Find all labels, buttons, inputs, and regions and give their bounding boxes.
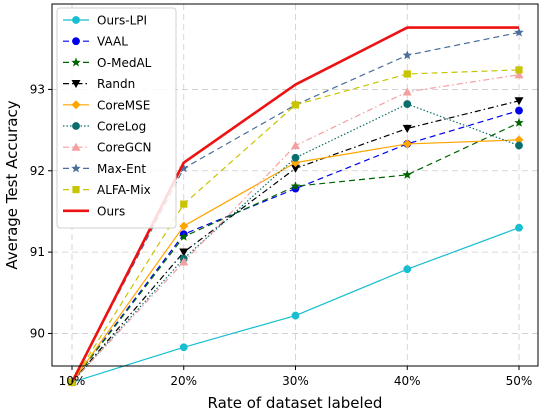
data-point-marker [71,142,81,151]
x-tick-label: 50% [506,374,533,388]
legend-label: Randn [97,77,135,91]
data-point-marker [72,16,80,24]
legend-label: VAAL [97,35,128,49]
data-point-marker [515,106,523,115]
legend-entry: Max-Ent [63,162,146,176]
legend-entry: ALFA-Mix [63,183,151,197]
series-ours [70,26,519,383]
data-point-marker [179,248,189,257]
data-point-marker [515,141,523,150]
legend: Ours-LPI VAAL O-MedAL Randn CoreMSE CoreLog Co… [56,7,177,229]
data-point-marker [72,122,80,130]
legend-label: Ours-LPI [97,14,147,28]
data-point-marker [178,231,189,241]
data-point-marker [514,135,524,145]
data-point-marker [514,117,524,127]
series-randn [67,97,524,387]
data-point-marker [71,100,81,110]
tick-layer: 10% 20% 30% 40% 50% 90 91 92 93 [30,82,533,388]
data-point-marker [290,181,301,191]
series-line [71,31,520,383]
series-line [71,103,520,383]
legend-label: Max-Ent [97,162,146,176]
data-point-marker [71,80,81,89]
data-point-marker [72,186,80,194]
legend-entry: CoreGCN [63,141,151,155]
series-line [71,69,520,383]
data-point-marker [403,70,411,78]
data-point-marker [514,97,524,106]
legend-entry: Ours-LPI [63,14,147,28]
y-tick-label: 93 [30,82,45,96]
legend-label: CoreLog [97,120,146,134]
data-point-marker [402,124,412,133]
data-point-marker [291,101,300,109]
legend-entry: CoreMSE [63,98,150,112]
series-line [70,26,519,383]
data-point-marker [291,141,300,150]
data-point-marker [514,27,524,37]
legend-entry: Randn [63,77,135,91]
data-point-marker [515,223,523,232]
data-point-marker [402,169,413,179]
data-point-marker [71,57,81,67]
data-point-marker [402,139,412,149]
legend-entry: CoreLog [63,120,146,134]
data-point-marker [291,164,300,173]
x-axis-title: Rate of dataset labeled [208,394,383,412]
data-point-marker [402,50,413,60]
legend-label: CoreMSE [97,98,150,112]
data-point-marker [402,87,412,96]
data-point-marker [179,221,189,231]
x-tick-label: 40% [394,374,421,388]
x-tick-label: 30% [282,374,309,388]
data-point-marker [180,200,188,208]
data-point-marker [291,153,300,162]
data-point-marker [71,163,81,173]
legend-label: CoreGCN [97,141,151,155]
series-line [71,109,520,383]
data-point-marker [403,265,412,274]
x-tick-label: 10% [59,374,86,388]
legend-entry: VAAL [63,35,128,49]
legend-label: O-MedAL [97,56,152,70]
legend-entry: Ours [63,204,125,218]
data-point-marker [179,343,188,352]
y-tick-label: 91 [30,245,45,259]
data-point-marker [178,163,189,173]
data-point-marker [403,100,412,108]
x-tick-label: 20% [170,374,197,388]
legend-entry: O-MedAL [63,56,152,70]
series-layer [67,26,524,387]
y-axis-title: Average Test Accuracy [3,100,21,269]
data-point-marker [514,70,524,79]
legend-label: Ours [97,204,125,218]
data-point-marker [291,311,300,320]
grid-layer [52,4,538,366]
y-tick-label: 90 [30,326,45,340]
data-point-marker [72,37,80,46]
data-point-marker [179,257,189,266]
y-tick-label: 92 [30,164,45,178]
series-line [71,122,520,383]
legend-label: ALFA-Mix [97,183,151,197]
data-point-marker [515,66,523,74]
